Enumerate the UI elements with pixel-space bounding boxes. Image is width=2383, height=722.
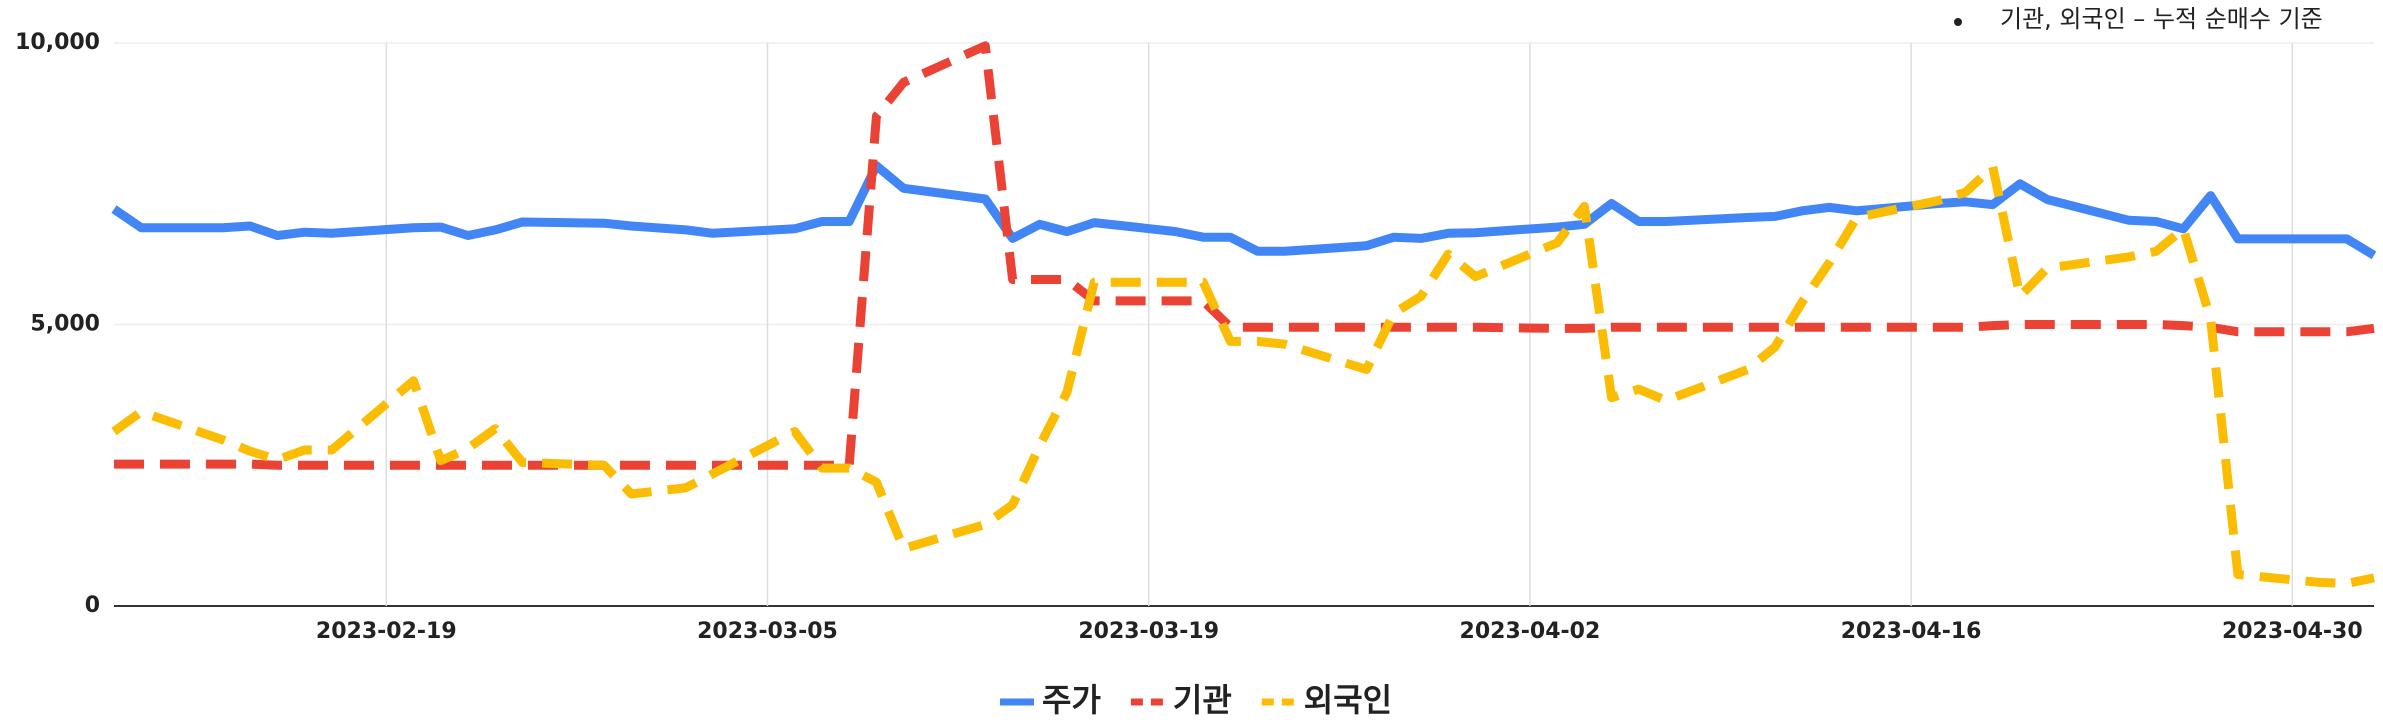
legend-label: 외국인 — [1304, 681, 1392, 719]
legend-label: 주가 — [1042, 681, 1101, 719]
y-tick-label: 0 — [85, 593, 100, 618]
series-line — [114, 41, 2375, 470]
x-tick-label: 2023-03-19 — [1078, 619, 1219, 644]
y-tick-label: 5,000 — [30, 312, 100, 337]
series-line — [111, 162, 2375, 588]
x-tick-label: 2023-04-02 — [1460, 619, 1601, 644]
series-line — [111, 161, 2377, 260]
x-tick-label: 2023-02-19 — [316, 619, 457, 644]
x-tick-label: 2023-03-05 — [697, 619, 838, 644]
x-tick-label: 2023-04-16 — [1841, 619, 1982, 644]
annotation: 기관, 외국인 – 누적 순매수 기준 — [2000, 5, 2323, 33]
x-tick-label: 2023-04-30 — [2222, 619, 2363, 644]
bullet — [1954, 18, 1962, 26]
y-tick-label: 10,000 — [15, 30, 100, 55]
legend-label: 기관 — [1173, 681, 1232, 719]
